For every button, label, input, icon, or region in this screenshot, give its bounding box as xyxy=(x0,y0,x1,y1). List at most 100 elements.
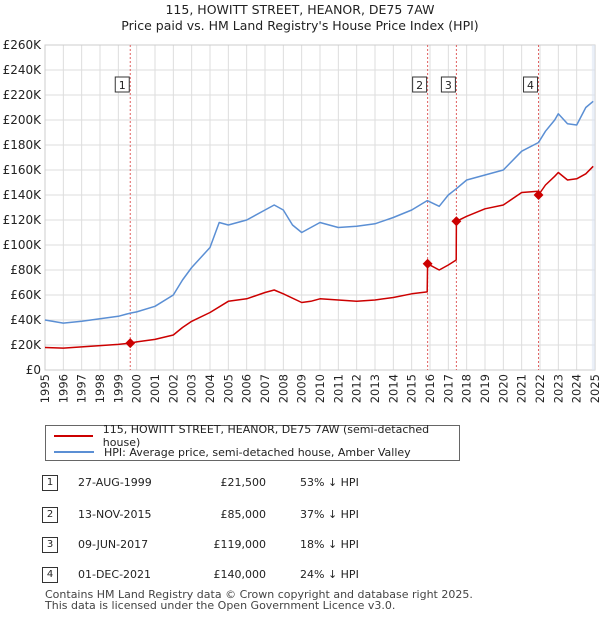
sale-label-number: 3 xyxy=(445,79,452,92)
y-axis: £0 £20K £40K £60K £80K £100K £120K £140K £160K £1… xyxy=(3,38,43,377)
transaction-number: 1 xyxy=(42,475,58,491)
sale-labels: 1 2 3 4 xyxy=(114,76,539,93)
footer-licence: This data is licensed under the Open Gov… xyxy=(45,599,396,612)
x-tick-label: 2012 xyxy=(350,374,364,403)
x-tick-label: 2002 xyxy=(166,374,180,403)
x-tick-label: 2000 xyxy=(130,374,144,403)
sale-markers xyxy=(125,190,544,349)
legend-swatch-property xyxy=(54,435,93,437)
x-tick-label: 2020 xyxy=(496,374,510,403)
legend-item-hpi: HPI: Average price, semi-detached house,… xyxy=(54,444,411,460)
x-tick-label: 2018 xyxy=(460,374,474,403)
sale-label-box xyxy=(114,76,130,93)
x-tick-label: 2021 xyxy=(515,374,529,403)
x-tick-label: 2001 xyxy=(148,374,162,403)
gridlines xyxy=(44,44,596,371)
x-tick-label: 2017 xyxy=(441,374,455,403)
y-tick-label: £260K xyxy=(3,38,43,52)
transaction-date: 27-AUG-1999 xyxy=(78,476,152,489)
transaction-price: £140,000 xyxy=(213,568,267,581)
x-tick-label: 2010 xyxy=(313,374,327,403)
x-tick-label: 2013 xyxy=(368,374,382,403)
transaction-hpi: 24% ↓ HPI xyxy=(300,568,359,581)
transaction-number: 4 xyxy=(42,567,58,583)
y-tick-label: £80K xyxy=(10,263,42,277)
x-tick-label: 2007 xyxy=(258,374,272,403)
footer-copyright: Contains HM Land Registry data © Crown c… xyxy=(45,588,473,601)
x-tick-label: 2005 xyxy=(221,374,235,403)
sale-marker xyxy=(422,258,433,269)
x-tick-label: 1997 xyxy=(75,374,89,403)
x-tick-label: 2014 xyxy=(386,374,400,403)
chart-subtitle: Price paid vs. HM Land Registry's House … xyxy=(121,18,479,33)
x-tick-label: 2019 xyxy=(478,374,492,403)
x-tick-label: 1996 xyxy=(56,374,70,403)
legend-label-hpi: HPI: Average price, semi-detached house,… xyxy=(104,445,411,459)
y-tick-label: £40K xyxy=(10,313,42,327)
x-tick-label: 1995 xyxy=(38,374,52,403)
y-tick-label: £20K xyxy=(10,338,42,352)
x-tick-label: 2016 xyxy=(423,374,437,403)
y-tick-label: £0 xyxy=(26,363,41,377)
transaction-price: £119,000 xyxy=(213,538,267,551)
y-tick-label: £140K xyxy=(3,188,43,202)
x-tick-label: 1999 xyxy=(111,374,125,403)
x-tick-label: 1998 xyxy=(93,374,107,403)
y-tick-label: £240K xyxy=(3,63,43,77)
x-tick-label: 2024 xyxy=(570,374,584,403)
projection-shade xyxy=(591,45,595,370)
y-tick-label: £180K xyxy=(3,138,43,152)
chart-title: 115, HOWITT STREET, HEANOR, DE75 7AW xyxy=(165,2,435,17)
sale-label-number: 2 xyxy=(416,79,423,92)
sale-marker xyxy=(125,338,136,349)
transaction-number: 2 xyxy=(42,507,58,523)
legend-swatch-hpi xyxy=(54,451,94,453)
forecast-shade xyxy=(591,45,595,370)
y-tick-label: £60K xyxy=(10,288,42,302)
sale-marker xyxy=(533,190,544,200)
y-tick-label: £120K xyxy=(3,213,43,227)
legend: 115, HOWITT STREET, HEANOR, DE75 7AW (se… xyxy=(45,423,460,461)
transaction-price: £85,000 xyxy=(220,508,267,521)
transaction-row: 2 13-NOV-2015 £85,000 37% ↓ HPI xyxy=(0,505,600,525)
x-tick-label: 2015 xyxy=(405,374,419,403)
transaction-date: 13-NOV-2015 xyxy=(78,508,152,521)
transaction-date: 09-JUN-2017 xyxy=(78,538,149,551)
x-tick-label: 2008 xyxy=(276,374,290,403)
sale-label-box xyxy=(523,76,539,93)
legend-label-property: 115, HOWITT STREET, HEANOR, DE75 7AW (se… xyxy=(102,423,430,449)
legend-item-property: 115, HOWITT STREET, HEANOR, DE75 7AW (se… xyxy=(54,423,459,449)
series-lines xyxy=(44,100,594,349)
transaction-row: 1 27-AUG-1999 £21,500 53% ↓ HPI xyxy=(0,473,600,493)
transaction-hpi: 53% ↓ HPI xyxy=(300,476,359,489)
x-tick-label: 2004 xyxy=(203,374,217,403)
y-tick-label: £100K xyxy=(3,238,43,252)
y-tick-label: £200K xyxy=(3,113,43,127)
x-tick-label: 2025 xyxy=(588,374,600,403)
y-tick-label: £220K xyxy=(3,88,43,102)
x-tick-label: 2009 xyxy=(295,374,309,403)
transaction-hpi: 18% ↓ HPI xyxy=(300,538,359,551)
sale-marker xyxy=(451,216,462,227)
sale-label-number: 4 xyxy=(527,79,534,92)
x-tick-label: 2006 xyxy=(240,374,254,403)
footer: Contains HM Land Registry data © Crown c… xyxy=(45,589,473,611)
transaction-hpi: 37% ↓ HPI xyxy=(300,508,359,521)
transaction-price: £21,500 xyxy=(220,476,267,489)
transaction-date: 01-DEC-2021 xyxy=(78,568,152,581)
sale-label-box xyxy=(412,76,428,93)
sale-label-number: 1 xyxy=(119,79,126,92)
x-tick-label: 2003 xyxy=(185,374,199,403)
property-price-line xyxy=(44,165,594,349)
x-tick-label: 2022 xyxy=(533,374,547,403)
transaction-row: 3 09-JUN-2017 £119,000 18% ↓ HPI xyxy=(0,535,600,555)
hpi-line xyxy=(44,100,594,324)
x-tick-label: 2023 xyxy=(551,374,565,403)
price-chart: 1 2 3 4 £0 £20K £40K £60K £80K £100K £120K £140K £1… xyxy=(3,38,600,403)
transaction-number: 3 xyxy=(42,537,58,553)
x-tick-label: 2011 xyxy=(331,374,345,403)
sale-label-box xyxy=(440,76,456,93)
x-axis: 1995 1996 1997 1998 1999 2000 2001 2002 2003 2004… xyxy=(38,374,600,403)
transaction-row: 4 01-DEC-2021 £140,000 24% ↓ HPI xyxy=(0,565,600,585)
y-tick-label: £160K xyxy=(3,163,43,177)
